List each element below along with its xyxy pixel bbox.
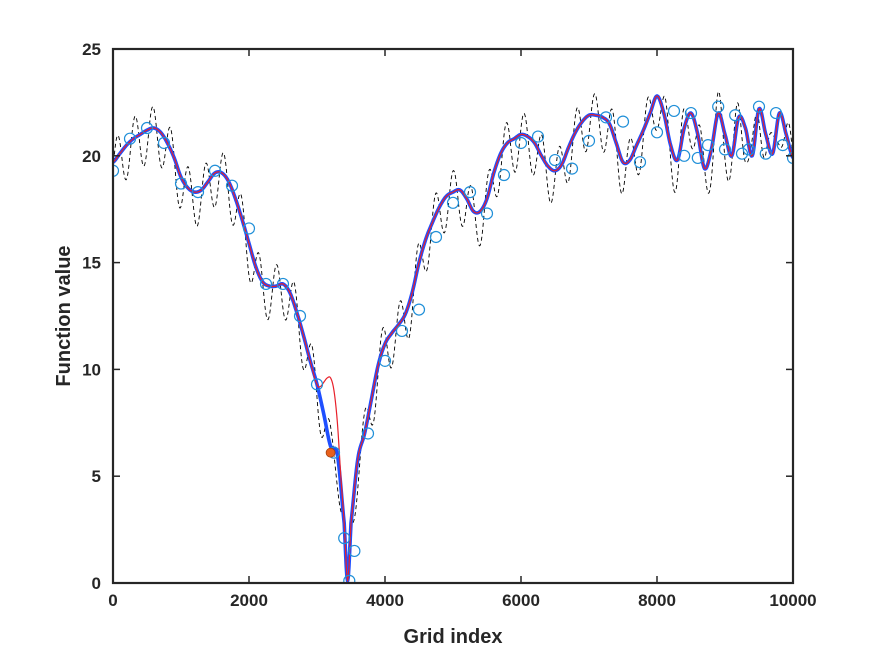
sample-point-marker (378, 354, 392, 367)
sample-point-marker (691, 151, 704, 165)
sample-point-marker (514, 136, 528, 150)
sample-point-marker (497, 168, 511, 182)
sample-point-marker (701, 139, 715, 152)
sample-point-marker (208, 164, 222, 177)
sample-point-marker (310, 378, 324, 391)
sample-point-marker (776, 139, 789, 152)
sample-point-marker (599, 111, 613, 124)
plot-area (113, 49, 793, 583)
plot-content (113, 90, 793, 583)
sample-point-marker (463, 186, 477, 199)
sample-point-marker (786, 151, 793, 165)
x-tick-label: 0 (108, 591, 117, 610)
y-tick-label: 15 (82, 254, 101, 273)
sample-point-marker (429, 230, 443, 244)
sample-point-marker (361, 427, 375, 440)
sample-point-marker (565, 162, 579, 175)
sample-point-marker (480, 207, 494, 220)
sample-point-marker (338, 532, 351, 545)
sample-point-marker (684, 106, 698, 120)
sample-point-marker (446, 196, 460, 209)
y-tick-label: 0 (92, 574, 101, 593)
sample-point-marker (123, 132, 137, 145)
x-tick-label: 6000 (502, 591, 540, 610)
sample-point-marker (633, 156, 647, 169)
x-tick-label: 4000 (366, 591, 404, 610)
sample-point-marker (616, 115, 630, 128)
sample-point-marker (531, 130, 545, 143)
y-tick-label: 25 (82, 40, 101, 59)
sample-point-marker (769, 106, 783, 120)
x-tick-label: 10000 (769, 591, 816, 610)
y-tick-label: 20 (82, 147, 101, 166)
sample-point-marker (225, 179, 239, 192)
sample-point-marker (742, 143, 755, 156)
sample-point-marker (113, 164, 120, 177)
highlight-point-marker (325, 447, 336, 458)
sample-point-marker (735, 147, 749, 160)
x-tick-label: 2000 (230, 591, 268, 610)
y-tick-label: 5 (92, 467, 101, 486)
sample-point-marker (242, 222, 256, 235)
sample-point-marker (412, 303, 426, 316)
sample-point-marker (259, 277, 273, 291)
x-tick-label: 8000 (638, 591, 676, 610)
sample-point-marker (712, 100, 725, 113)
sample-point-marker (157, 136, 171, 150)
sample-point-marker (729, 109, 742, 122)
sample-point-marker (276, 277, 290, 291)
sample-point-marker (718, 143, 732, 156)
sample-point-marker (140, 121, 154, 135)
sample-point-marker (343, 574, 356, 583)
sample-point-marker (174, 177, 188, 190)
sample-point-marker (667, 104, 681, 118)
sample-point-marker (759, 147, 772, 160)
dashed-reference-line (113, 90, 793, 561)
y-axis-label: Function value (53, 245, 75, 386)
axes-ticks: 0 2000 4000 6000 8000 10000 0 5 10 15 20 25 (82, 40, 817, 610)
sample-point-marker (293, 309, 307, 323)
sample-point-marker (582, 134, 596, 147)
sample-point-marker (395, 324, 409, 338)
sample-point-marker (191, 186, 205, 199)
sample-point-marker (650, 126, 664, 139)
sample-point-marker (678, 149, 691, 162)
x-axis-label: Grid index (404, 626, 503, 648)
sample-point-marker (348, 544, 361, 558)
sample-point-marker (548, 153, 562, 167)
y-tick-label: 10 (82, 360, 101, 379)
sample-point-marker (752, 100, 766, 113)
plot-frame (111, 47, 795, 585)
